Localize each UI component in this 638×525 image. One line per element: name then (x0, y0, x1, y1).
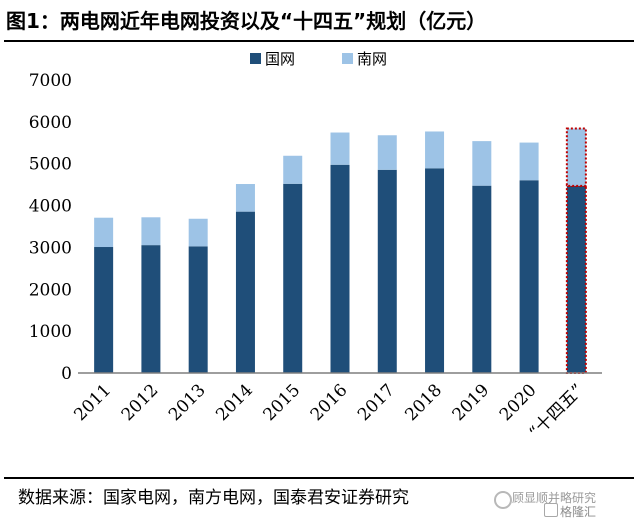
legend-label-south-grid: 南网 (357, 50, 387, 68)
y-tick-label: 1000 (29, 322, 72, 342)
bar-state-grid (472, 185, 492, 373)
x-tick-label: 2017 (354, 380, 399, 425)
y-tick-label: 4000 (29, 197, 72, 217)
wechat-logo-icon (494, 491, 512, 509)
bar-south-grid (141, 217, 161, 246)
bar-state-grid (141, 245, 161, 373)
x-tick-label: 2016 (307, 380, 352, 425)
x-tick-label: 2015 (260, 380, 305, 425)
watermark-text: 顾显顺并略研究 (512, 491, 597, 505)
watermark-subtext: 格隆汇 (560, 505, 597, 519)
x-axis: 2011 2012 2013 2014 2015 2016 2017 2018 2019 2020… (70, 372, 602, 443)
bar-south-grid (330, 132, 350, 165)
y-tick-label: 2000 (29, 280, 72, 300)
bottom-rule (4, 477, 634, 479)
bar-state-grid (94, 247, 114, 373)
x-tick-label: 2018 (401, 380, 446, 425)
bar-south-grid (377, 135, 397, 170)
top-rule (4, 40, 634, 42)
y-tick-label: 0 (61, 364, 72, 384)
bar-state-grid (519, 180, 539, 373)
bar-state-grid (330, 164, 350, 373)
legend: 国网 南网 (250, 50, 387, 68)
data-source: 数据来源：国家电网，南方电网，国泰君安证券研究 (18, 488, 409, 508)
y-tick-label: 5000 (29, 155, 72, 175)
y-tick-label: 6000 (29, 113, 72, 133)
legend-label-state-grid: 国网 (265, 50, 295, 68)
x-tick-label: 2019 (449, 380, 494, 425)
y-tick-label: 7000 (29, 71, 72, 91)
watermark: 顾显顺并略研究 格隆汇 (494, 489, 634, 519)
legend-swatch-south-grid (342, 53, 353, 64)
bar-south-grid (519, 142, 539, 181)
bar-south-grid (472, 141, 492, 186)
bar-state-grid (425, 168, 445, 373)
bar-state-grid (565, 184, 587, 374)
x-tick-label: 2011 (70, 380, 115, 425)
x-tick-label: 2014 (212, 380, 257, 425)
gelonghui-logo-icon (544, 503, 558, 517)
bar-south-grid (188, 218, 208, 247)
bar-state-grid (377, 169, 397, 373)
bar-south-grid (565, 127, 587, 187)
x-tick-label: 2020 (496, 380, 541, 425)
y-tick-label: 3000 (29, 238, 72, 258)
bar-state-grid (235, 211, 255, 373)
bar-south-grid (283, 155, 303, 184)
bar-south-grid (235, 184, 255, 212)
x-tick-label: 2012 (118, 380, 163, 425)
bars (94, 127, 587, 374)
y-axis: 0 1000 2000 3000 4000 5000 6000 7000 (29, 71, 72, 384)
x-tick-label: 2013 (165, 380, 210, 425)
bar-south-grid (425, 131, 445, 169)
bar-state-grid (188, 246, 208, 373)
bar-south-grid (94, 217, 114, 248)
bar-state-grid (283, 183, 303, 373)
legend-swatch-state-grid (250, 53, 261, 64)
figure-title: 图1：两电网近年电网投资以及“十四五”规划（亿元） (6, 9, 487, 33)
